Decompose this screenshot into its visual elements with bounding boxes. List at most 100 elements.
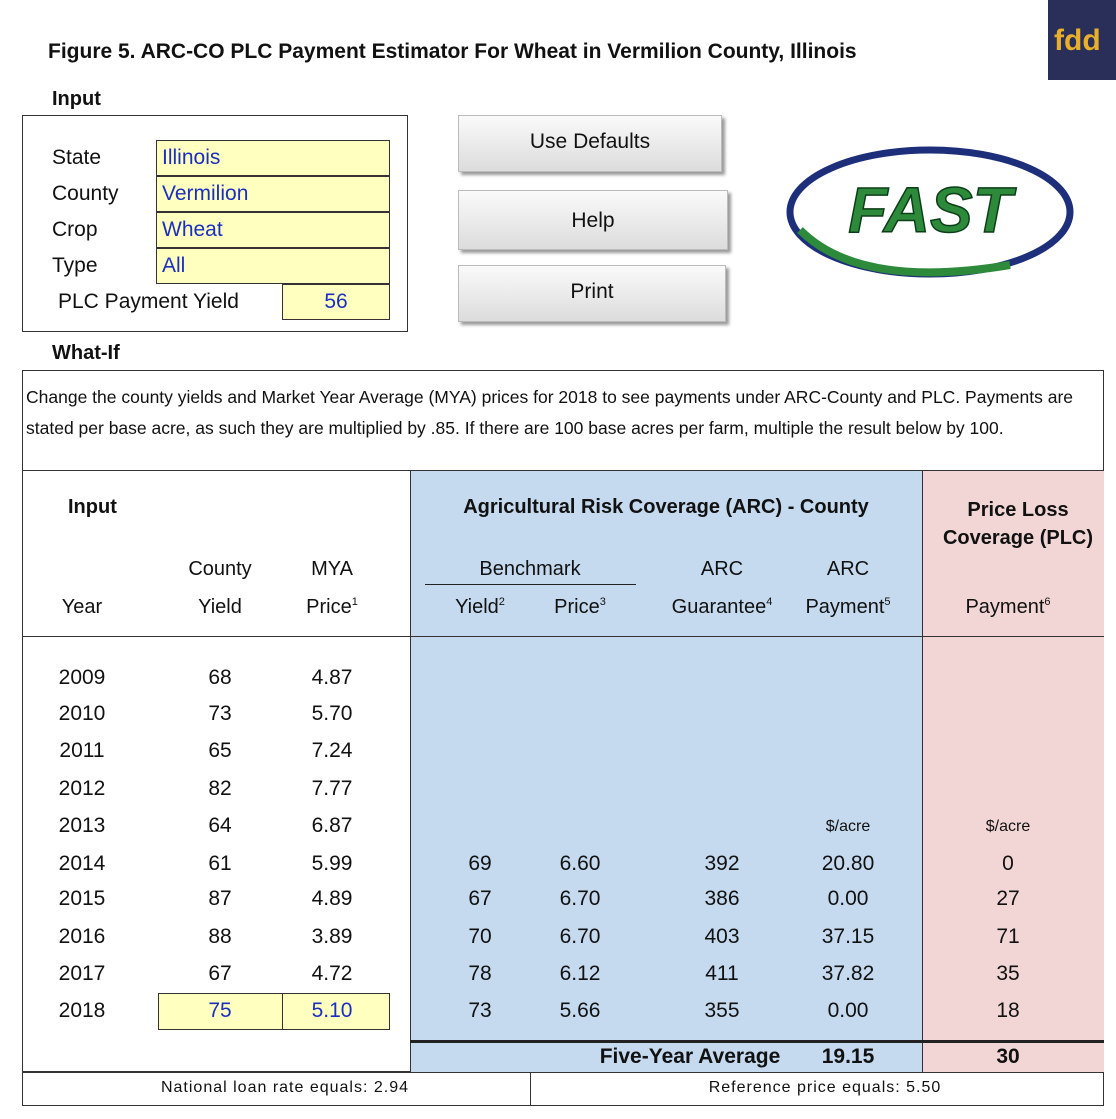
column-header: ARC bbox=[700, 558, 744, 580]
field-label: Type bbox=[52, 254, 98, 277]
cell: 4.87 bbox=[311, 666, 353, 689]
plc-section bbox=[922, 470, 1104, 1072]
field-value[interactable]: Vermilion bbox=[156, 176, 390, 212]
column-header: Year bbox=[62, 596, 102, 619]
cell: 5.70 bbox=[311, 702, 353, 725]
cell: 2011 bbox=[59, 739, 105, 762]
unit: $/acre bbox=[985, 818, 1031, 835]
column-header: Yield2 bbox=[455, 596, 505, 619]
cell: 6.12 bbox=[559, 962, 601, 985]
average-label: Five-Year Average bbox=[599, 1045, 781, 1068]
cell: 5.99 bbox=[311, 852, 353, 875]
footnote-mark: 6 bbox=[1044, 596, 1051, 608]
cell: 61 bbox=[208, 852, 232, 875]
cell: 0 bbox=[1002, 852, 1014, 875]
button[interactable]: Help bbox=[458, 190, 728, 250]
reference-price: Reference price equals: 5.50 bbox=[708, 1079, 942, 1096]
cell: 0.00 bbox=[827, 999, 869, 1022]
field-value[interactable]: 56 bbox=[282, 284, 390, 320]
cell: 411 bbox=[705, 962, 739, 985]
input-heading: Input bbox=[68, 496, 117, 518]
benchmark-heading: Benchmark bbox=[479, 558, 581, 580]
button[interactable]: Use Defaults bbox=[458, 115, 722, 172]
cell: 2015 bbox=[58, 887, 106, 910]
column-header-text: Yield bbox=[198, 596, 242, 618]
cell: 87 bbox=[208, 887, 232, 910]
cell: 2009 bbox=[58, 666, 106, 689]
footnote-mark: 1 bbox=[351, 596, 358, 608]
cell: 88 bbox=[208, 925, 232, 948]
cell: 82 bbox=[208, 777, 232, 800]
field-value[interactable]: Illinois bbox=[156, 140, 390, 176]
rule bbox=[410, 1040, 1104, 1043]
cell: 386 bbox=[704, 887, 740, 910]
cell: 6.70 bbox=[559, 887, 601, 910]
footnote-mark: 2 bbox=[498, 596, 505, 608]
benchmark-rule bbox=[425, 584, 636, 585]
cell: 2013 bbox=[58, 814, 106, 837]
cell[interactable]: 5.10 bbox=[311, 999, 353, 1022]
cell[interactable]: 75 bbox=[208, 999, 232, 1022]
cell: 392 bbox=[704, 852, 740, 875]
field-label: County bbox=[52, 182, 119, 205]
cell: 67 bbox=[208, 962, 232, 985]
cell: 18 bbox=[996, 999, 1020, 1022]
cell: 68 bbox=[208, 666, 232, 689]
logo-swoosh bbox=[797, 227, 1011, 277]
rule bbox=[282, 993, 283, 1030]
footnote-mark: 4 bbox=[766, 596, 773, 608]
field-label: State bbox=[52, 146, 102, 169]
rule bbox=[22, 470, 410, 471]
cell: 355 bbox=[704, 999, 740, 1022]
footnote-mark: 5 bbox=[884, 596, 891, 608]
cell: 35 bbox=[996, 962, 1020, 985]
column-header: Price1 bbox=[306, 596, 358, 619]
cell: 67 bbox=[468, 887, 492, 910]
fast-logo: FAST bbox=[786, 146, 1074, 278]
cell: 73 bbox=[208, 702, 232, 725]
cell: 20.80 bbox=[821, 852, 875, 875]
cell: 7.77 bbox=[311, 777, 353, 800]
field-value[interactable]: All bbox=[156, 248, 390, 284]
cell: 2012 bbox=[58, 777, 106, 800]
cell: 2017 bbox=[58, 962, 106, 985]
field-value[interactable]: Wheat bbox=[156, 212, 390, 248]
column-header-text: Payment bbox=[805, 596, 885, 618]
button[interactable]: Print bbox=[458, 265, 726, 322]
arc-heading: Agricultural Risk Coverage (ARC) - Count… bbox=[463, 496, 869, 518]
column-header: County bbox=[188, 558, 252, 580]
column-header-text: Price bbox=[306, 596, 352, 618]
column-header-text: Yield bbox=[455, 596, 499, 618]
cell: 2016 bbox=[58, 925, 106, 948]
rule bbox=[530, 1072, 531, 1106]
brand: fdd bbox=[1054, 24, 1101, 57]
column-header: Payment5 bbox=[805, 596, 890, 619]
cell: 2014 bbox=[58, 852, 106, 875]
column-header-text: Year bbox=[61, 596, 103, 618]
cell: 7.24 bbox=[311, 739, 353, 762]
column-header-text: Price bbox=[554, 596, 600, 618]
cell: 69 bbox=[468, 852, 492, 875]
cell: 70 bbox=[468, 925, 492, 948]
brand-badge: fdd bbox=[1048, 0, 1116, 80]
unit: $/acre bbox=[825, 818, 871, 835]
cell: 27 bbox=[996, 887, 1020, 910]
cell: 3.89 bbox=[311, 925, 353, 948]
cell: 73 bbox=[468, 999, 492, 1022]
input-heading: Input bbox=[52, 88, 101, 110]
cell: 4.72 bbox=[311, 962, 353, 985]
column-header: Guarantee4 bbox=[672, 596, 773, 619]
cell: 6.87 bbox=[311, 814, 353, 837]
editable-cells[interactable] bbox=[158, 993, 390, 1030]
column-header: Yield bbox=[198, 596, 242, 619]
column-header-text: Payment bbox=[965, 596, 1045, 618]
footnote-mark: 3 bbox=[599, 596, 606, 608]
rule bbox=[22, 636, 1104, 637]
field-label: Crop bbox=[52, 218, 98, 241]
input-box bbox=[22, 115, 408, 332]
column-header: MYA bbox=[311, 558, 353, 580]
column-header: Payment6 bbox=[965, 596, 1050, 619]
average-value: 19.15 bbox=[821, 1045, 875, 1068]
cell: 64 bbox=[208, 814, 232, 837]
